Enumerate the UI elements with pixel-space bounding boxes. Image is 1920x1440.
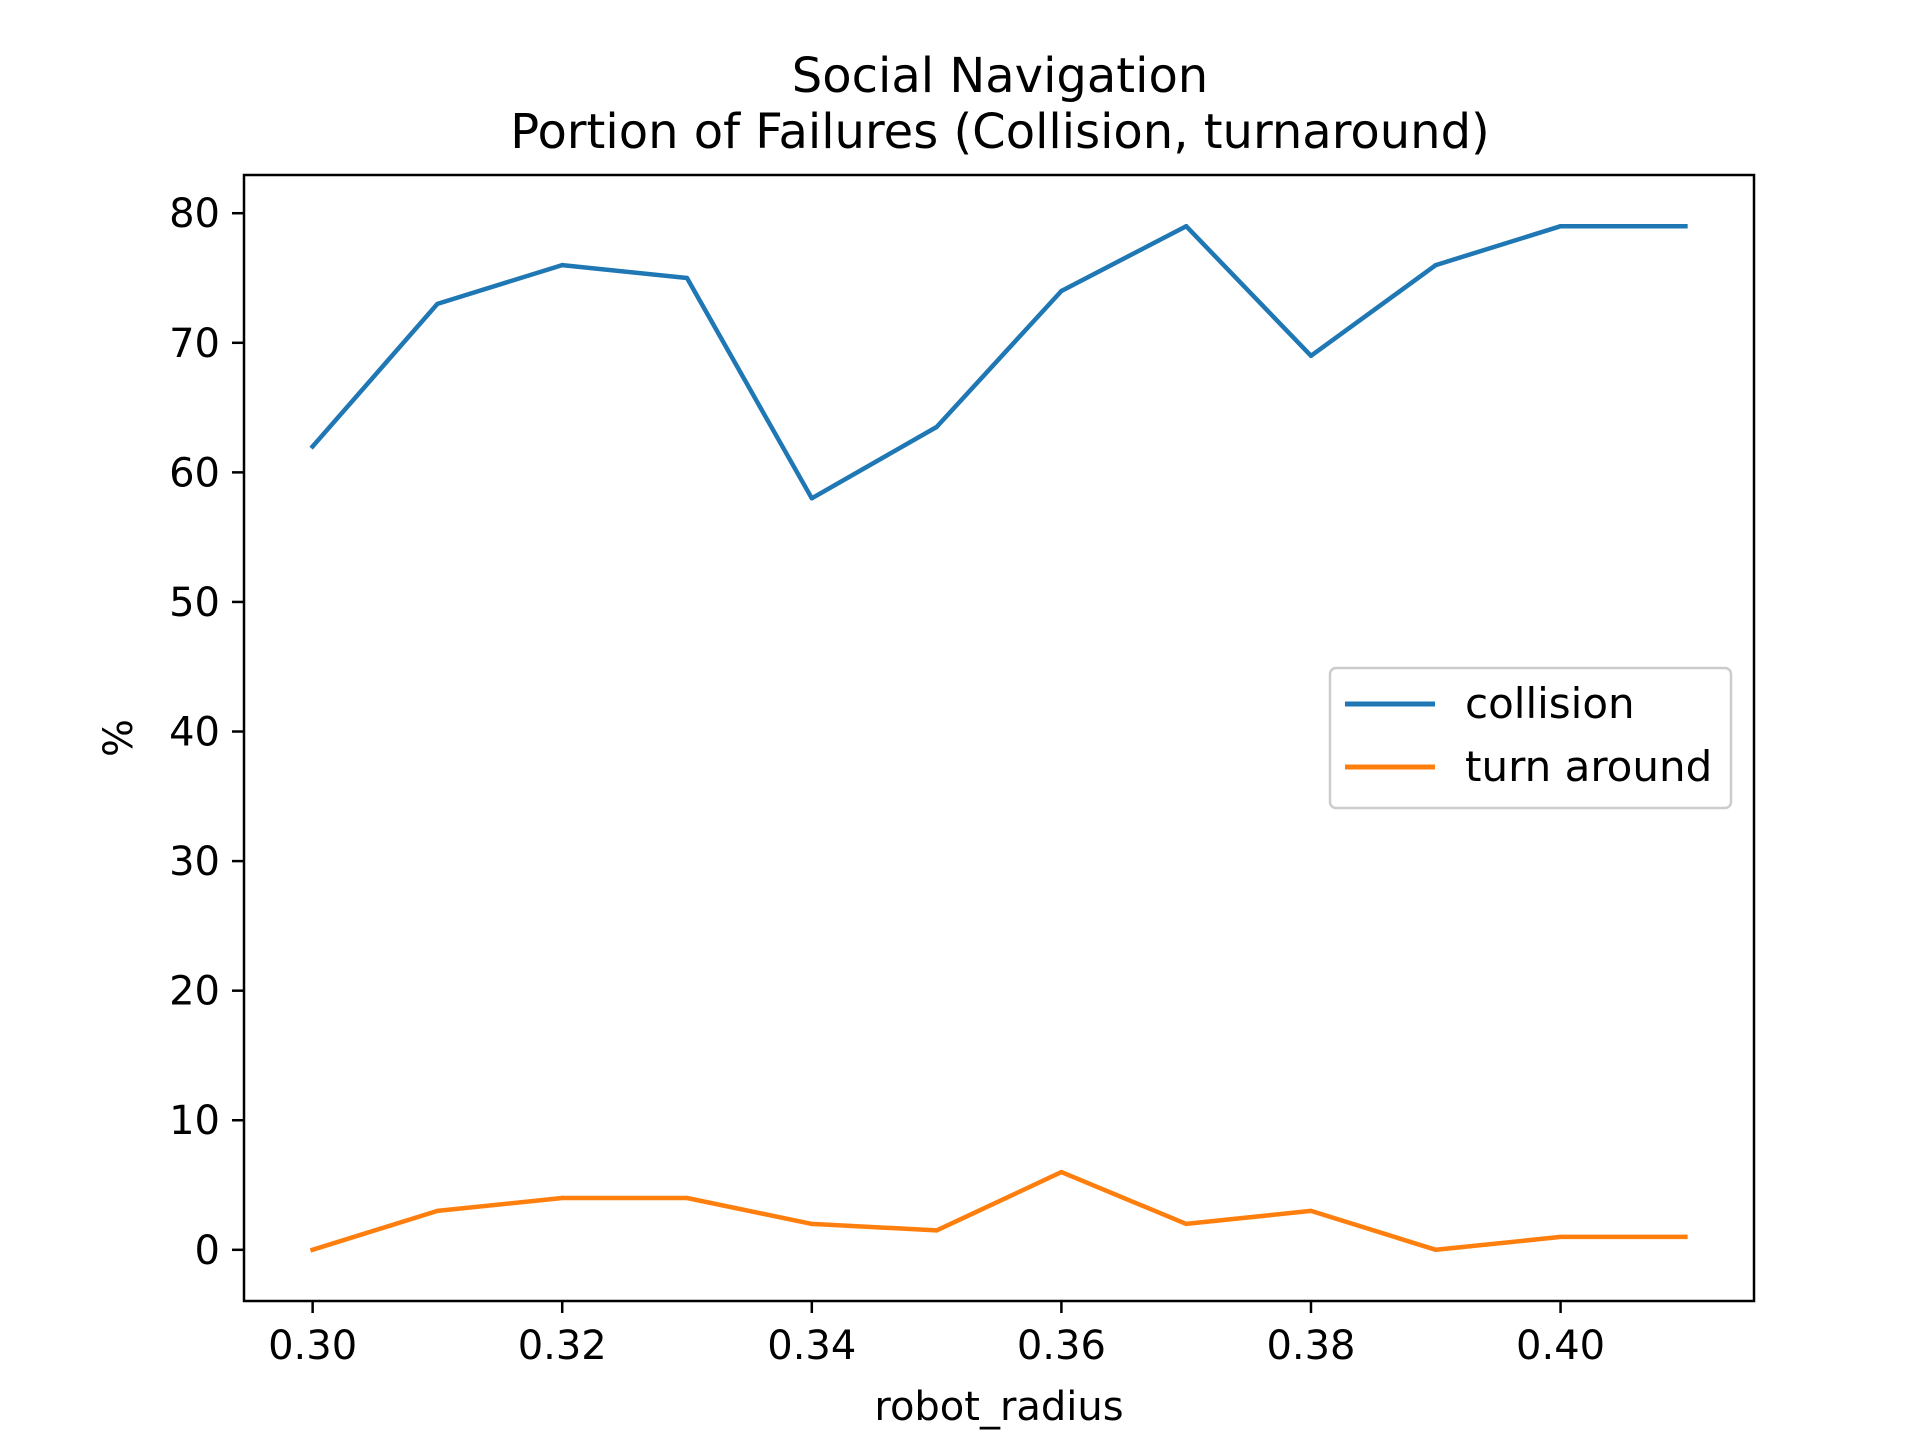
legend: collision turn around (1328, 666, 1733, 810)
y-axis-label: % (96, 719, 142, 757)
data-point-turn-around (435, 1208, 440, 1214)
data-point-collision (560, 262, 565, 268)
y-axis-ticks: 0 10 20 30 40 50 60 70 80 (169, 191, 244, 1274)
data-point-turn-around (1433, 1247, 1438, 1253)
data-point-turn-around (1308, 1208, 1314, 1214)
data-point-turn-around (1183, 1221, 1189, 1227)
data-point-turn-around (560, 1195, 565, 1201)
data-point-collision (310, 444, 315, 449)
series-line-collision (309, 223, 1688, 501)
data-point-collision (1308, 353, 1314, 358)
x-tick-label: 0.32 (518, 1323, 607, 1369)
x-axis-label: robot_radius (874, 1384, 1123, 1430)
x-tick-label: 0.34 (767, 1323, 856, 1369)
data-point-collision (1183, 223, 1189, 229)
x-tick-label: 0.36 (1017, 1323, 1106, 1369)
data-point-collision (934, 424, 939, 430)
x-tick-label: 0.40 (1516, 1323, 1605, 1369)
chart-title-line-2: Portion of Failures (Collision, turnarou… (510, 104, 1490, 160)
data-point-collision (435, 301, 440, 307)
series-layer (309, 223, 1688, 1253)
y-tick-label: 70 (169, 321, 220, 367)
data-point-turn-around (684, 1195, 690, 1201)
x-axis-ticks: 0.30 0.32 0.34 0.36 0.38 0.40 (268, 1301, 1605, 1369)
data-point-collision (809, 496, 815, 501)
y-tick-label: 50 (169, 580, 220, 626)
x-tick-label: 0.38 (1266, 1323, 1355, 1369)
y-tick-label: 60 (169, 450, 220, 496)
y-tick-label: 20 (169, 969, 220, 1015)
y-tick-label: 10 (169, 1098, 220, 1144)
y-tick-label: 30 (169, 839, 220, 885)
data-point-turn-around (1683, 1234, 1688, 1240)
data-point-collision (684, 275, 690, 281)
series-line-turn-around (309, 1169, 1688, 1253)
x-tick-label: 0.30 (268, 1323, 357, 1369)
data-point-turn-around (1558, 1234, 1563, 1240)
legend-label-collision: collision (1465, 679, 1635, 728)
y-tick-label: 40 (169, 710, 220, 756)
y-tick-label: 80 (169, 191, 220, 237)
chart-title-line-1: Social Navigation (792, 48, 1208, 104)
legend-label-turn-around: turn around (1465, 742, 1712, 791)
data-point-turn-around (809, 1221, 815, 1227)
plot-area-frame (242, 173, 1756, 1303)
data-point-collision (1059, 288, 1064, 294)
data-point-turn-around (934, 1228, 939, 1233)
data-point-turn-around (310, 1247, 315, 1253)
data-point-collision (1433, 262, 1438, 268)
data-point-turn-around (1059, 1169, 1064, 1175)
y-tick-label: 0 (195, 1228, 220, 1274)
data-point-collision (1683, 223, 1688, 229)
data-point-collision (1558, 223, 1563, 229)
